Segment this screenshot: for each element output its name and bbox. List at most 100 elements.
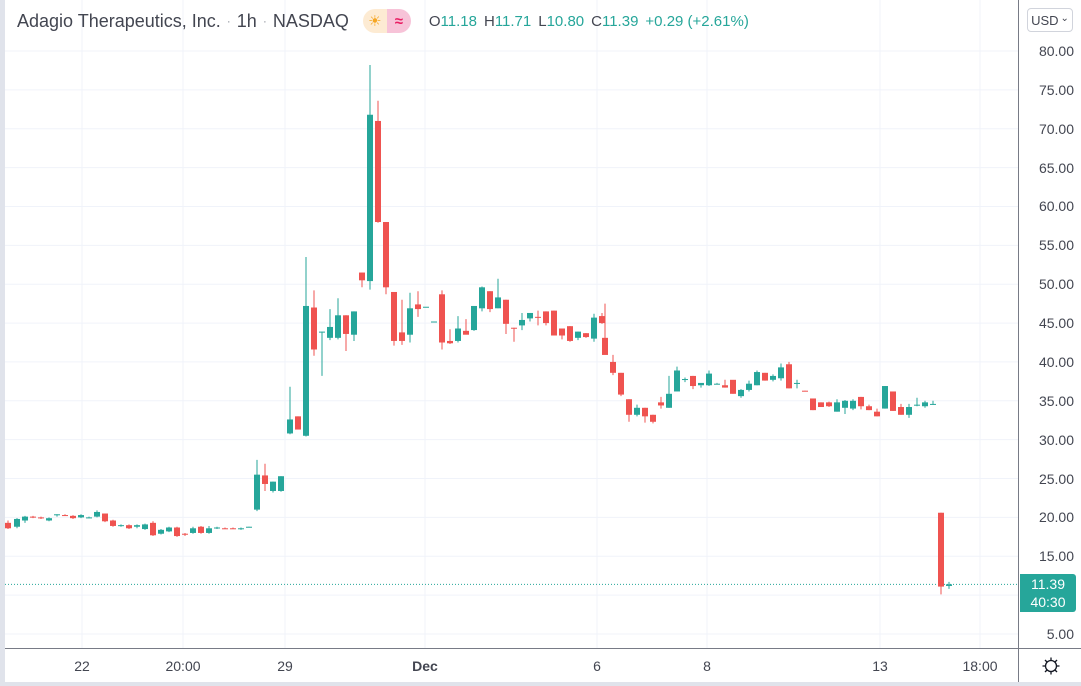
ohlc-values: O 11.18 H 11.71 L 10.80 C 11.39 +0.29 (+2.61… — [429, 13, 749, 30]
time-tick-label: Dec — [412, 658, 438, 674]
candle — [543, 311, 549, 326]
chart-plot-area[interactable] — [5, 0, 1018, 648]
candle — [206, 525, 212, 534]
candle — [650, 414, 656, 424]
candle — [674, 366, 680, 392]
market-hours-icon[interactable]: ☀ — [362, 9, 387, 33]
candle — [922, 400, 928, 408]
candle — [754, 370, 760, 386]
price-tick-label: 65.00 — [1038, 159, 1074, 176]
legend-separator: · — [262, 14, 267, 28]
candle — [666, 375, 672, 408]
candle — [906, 403, 912, 418]
candle — [102, 513, 108, 523]
price-tick-label: 30.00 — [1038, 431, 1074, 448]
candle — [327, 309, 333, 341]
candle — [535, 310, 541, 326]
candlestick-chart[interactable] — [5, 0, 1018, 648]
candle — [367, 64, 373, 290]
close-label: C — [591, 12, 602, 30]
chart-container[interactable]: Adagio Therapeutics, Inc. · 1h · NASDAQ … — [5, 0, 1081, 686]
time-axis[interactable]: 22 20:00 29 Dec 6 8 13 18:00 — [5, 648, 1018, 683]
candle — [94, 510, 100, 518]
candle — [222, 527, 228, 530]
price-tick-label: 40.00 — [1038, 353, 1074, 370]
candle — [319, 331, 325, 376]
candle — [602, 303, 608, 355]
chevron-down-icon: ⌄ — [1060, 12, 1069, 24]
candle — [898, 403, 904, 415]
candle — [567, 326, 573, 342]
candle — [278, 476, 284, 492]
price-tick-label: 25.00 — [1038, 470, 1074, 487]
candle — [262, 463, 268, 491]
candle — [938, 512, 944, 595]
candle — [415, 291, 421, 317]
candle — [118, 524, 124, 527]
candle — [287, 386, 293, 435]
time-tick-label: 8 — [703, 658, 711, 674]
candle — [882, 386, 888, 409]
candle — [511, 327, 517, 342]
candle — [463, 319, 469, 335]
candle — [391, 291, 397, 346]
candle — [786, 361, 792, 389]
chart-settings-button[interactable] — [1018, 648, 1081, 683]
price-tick-label: 45.00 — [1038, 315, 1074, 332]
candle — [471, 305, 477, 331]
candle — [303, 256, 309, 437]
candle — [150, 521, 156, 537]
symbol-legend: Adagio Therapeutics, Inc. · 1h · NASDAQ … — [17, 9, 749, 33]
open-label: O — [428, 12, 441, 30]
candle — [946, 581, 952, 589]
currency-selector[interactable]: USD ⌄ — [1027, 8, 1073, 32]
candle — [190, 526, 196, 534]
symbol-name[interactable]: Adagio Therapeutics, Inc. — [17, 10, 221, 31]
candle — [730, 379, 736, 394]
gear-icon — [1042, 657, 1059, 675]
last-price-label: 11.39 40:30 — [1020, 574, 1076, 612]
candle — [311, 290, 317, 356]
price-tick-label: 35.00 — [1038, 392, 1074, 409]
price-axis[interactable]: USD ⌄ 80.00 75.00 70.00 65.00 60.00 55.00 50.0… — [1018, 0, 1081, 648]
candle — [86, 516, 92, 519]
delayed-data-icon[interactable]: ≈ — [386, 9, 411, 33]
candle — [618, 372, 624, 397]
candle — [826, 401, 832, 408]
candle — [5, 520, 11, 530]
candle — [214, 526, 220, 530]
time-tick-label: 22 — [74, 658, 90, 674]
candle — [439, 290, 445, 350]
price-tick-label: 70.00 — [1038, 120, 1074, 137]
candle — [126, 524, 132, 530]
candle — [706, 370, 712, 387]
candle — [78, 514, 84, 519]
candle — [295, 416, 301, 430]
candle — [794, 379, 800, 389]
candle — [351, 311, 357, 341]
candle — [690, 375, 696, 390]
candle — [70, 515, 76, 519]
candle — [834, 399, 840, 412]
candle — [842, 400, 848, 415]
candle — [110, 519, 116, 527]
interval-label[interactable]: 1h — [236, 10, 257, 31]
candle — [134, 524, 140, 529]
bottom-border — [5, 682, 1081, 686]
candle — [770, 374, 776, 382]
candle — [503, 299, 509, 334]
high-label: H — [483, 12, 495, 30]
candle — [722, 379, 728, 388]
price-tick-label: 15.00 — [1038, 548, 1074, 565]
time-tick-label: 29 — [277, 658, 293, 674]
candle — [802, 390, 808, 392]
price-tick-label: 20.00 — [1038, 509, 1074, 526]
low-value: 10.80 — [546, 12, 585, 30]
candle — [818, 402, 824, 408]
time-tick-label: 6 — [593, 658, 601, 674]
last-price-value: 11.39 — [1031, 576, 1065, 592]
status-badges: ☀ ≈ — [362, 9, 411, 33]
candle — [738, 389, 744, 398]
time-tick-label: 18:00 — [962, 658, 998, 674]
candle — [874, 408, 880, 417]
